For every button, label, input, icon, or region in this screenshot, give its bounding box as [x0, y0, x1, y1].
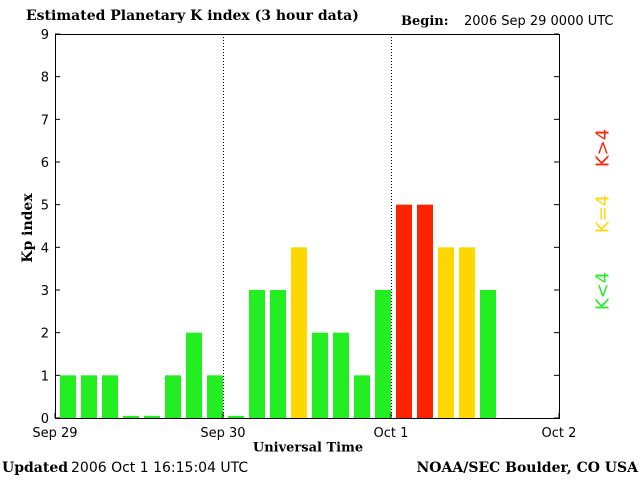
kp-bar [333, 332, 349, 418]
x-axis-label: Universal Time [252, 440, 364, 456]
y-tick-label: 0 [41, 412, 49, 427]
kp-bar [165, 375, 181, 418]
kp-bar [228, 415, 244, 418]
y-tick-label: 1 [41, 369, 49, 384]
plot-frame [55, 34, 560, 419]
begin-value: 2006 Sep 29 0000 UTC [464, 14, 614, 29]
tick-layer: 0 1 2 3 4 5 6 7 8 9 Sep 29 Sep 30 Oct 1 Oct 2 [32, 28, 576, 441]
kp-bar [102, 375, 118, 418]
y-tick-label: 8 [41, 71, 49, 86]
y-tick-label: 7 [41, 113, 49, 128]
kp-bar [375, 290, 391, 418]
y-tick-label: 5 [41, 199, 49, 214]
x-tick-label: Oct 2 [542, 426, 577, 441]
y-tick-label: 9 [41, 28, 49, 43]
x-tick-label: Sep 30 [200, 426, 245, 441]
kp-bar [81, 375, 97, 418]
kp-bar [123, 415, 139, 418]
kp-bar [60, 375, 76, 418]
kp-bar [207, 375, 223, 418]
kp-bar [249, 290, 265, 418]
y-tick-label: 6 [41, 156, 49, 171]
grid-layer [223, 34, 392, 418]
kp-bar [291, 247, 307, 418]
begin-label: Begin: [401, 14, 449, 29]
updated-label: Updated [2, 460, 69, 476]
y-tick-label: 4 [41, 241, 49, 256]
y-tick-label: 3 [41, 284, 49, 299]
kp-bar [312, 332, 328, 418]
y-tick-label: 2 [41, 327, 49, 342]
y-axis-label: Kp index [20, 193, 36, 263]
data-source: NOAA/SEC Boulder, CO USA [416, 460, 639, 476]
chart-title: Estimated Planetary K index (3 hour data… [26, 8, 359, 24]
bars-layer [60, 204, 496, 418]
x-tick-label: Sep 29 [32, 426, 77, 441]
legend-high: K>4 [592, 128, 614, 168]
kp-bar [186, 332, 202, 418]
legend-mid: K=4 [592, 194, 614, 234]
kp-bar [396, 204, 412, 418]
kp-bar [438, 247, 454, 418]
kp-bar [144, 415, 160, 418]
kp-bar [270, 290, 286, 418]
kp-bar [480, 290, 496, 418]
x-tick-label: Oct 1 [374, 426, 409, 441]
kp-bar [417, 204, 433, 418]
legend-low: K<4 [592, 271, 614, 311]
updated-timestamp: 2006 Oct 1 16:15:04 UTC [71, 460, 249, 476]
kp-bar [354, 375, 370, 418]
kp-bar [459, 247, 475, 418]
